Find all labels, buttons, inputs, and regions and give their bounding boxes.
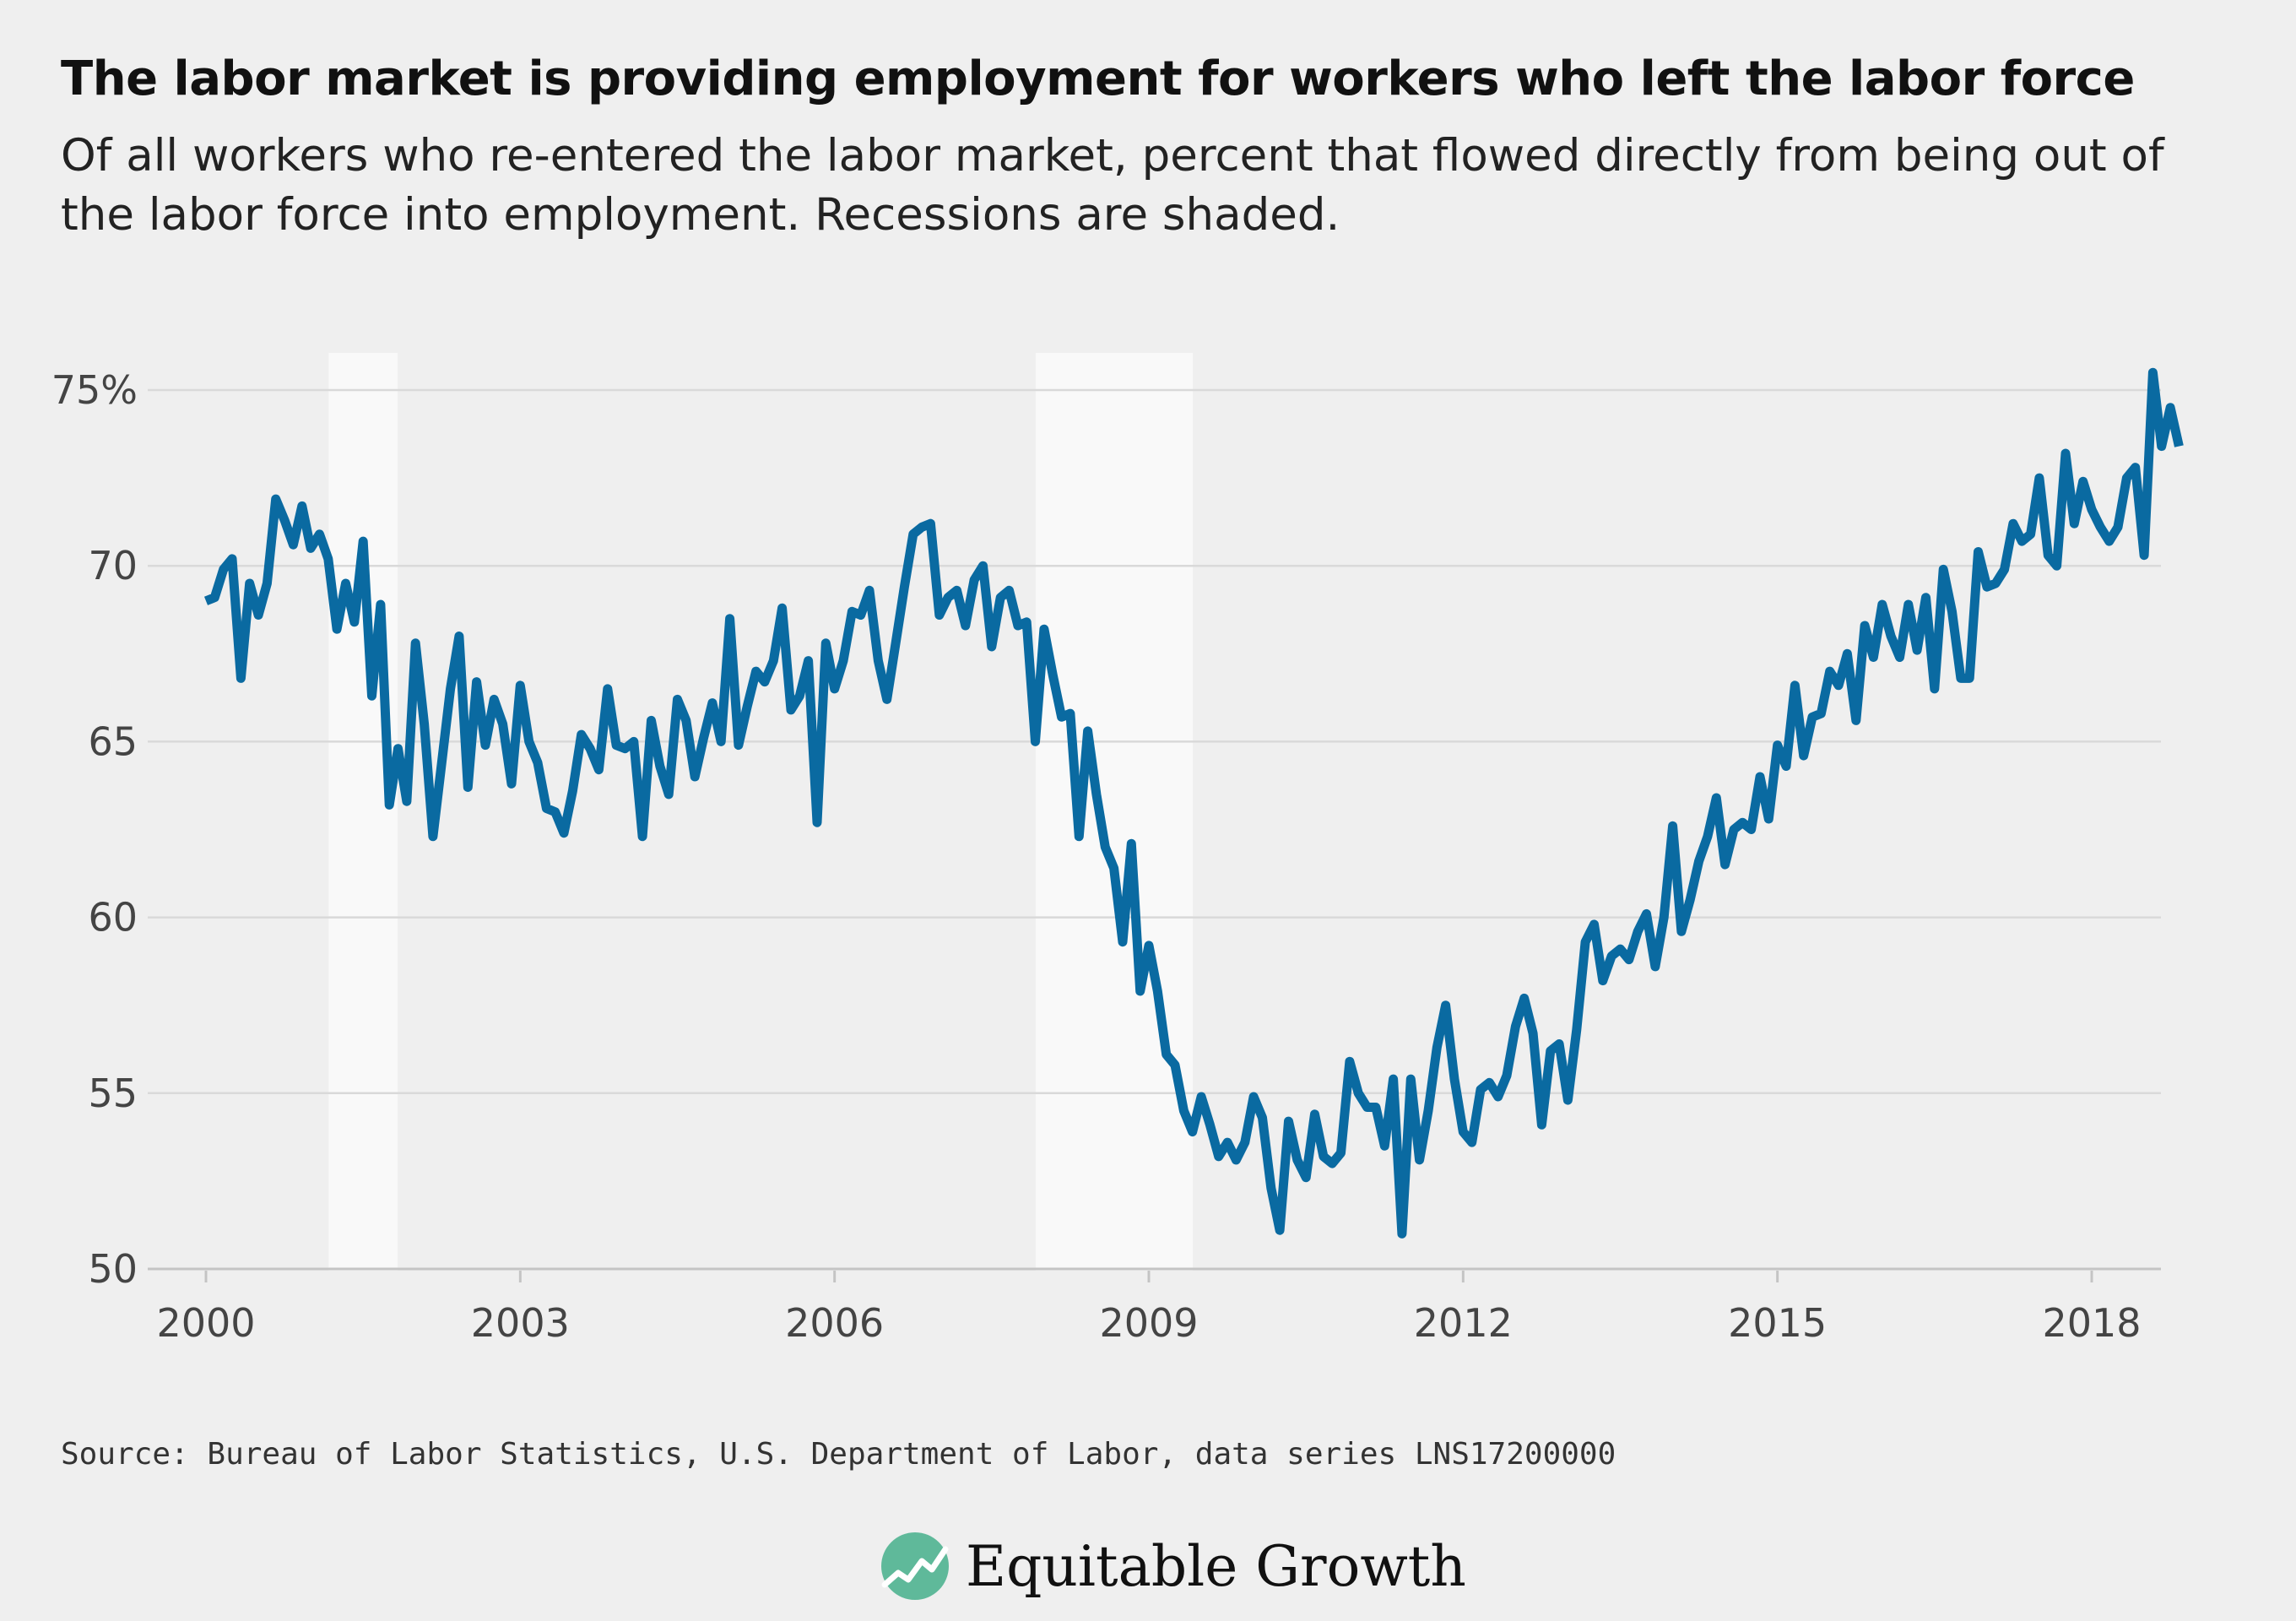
y-tick-label-55: 55 xyxy=(88,1071,138,1116)
x-tick-label-2012: 2012 xyxy=(1414,1300,1513,1346)
growth-chart-logo-icon xyxy=(881,1532,949,1600)
y-tick-label-75: 75% xyxy=(51,367,138,413)
y-axis-labels: 50 55 60 65 70 75% xyxy=(51,367,138,1292)
source-note: Source: Bureau of Labor Statistics, U.S.… xyxy=(61,1437,1616,1472)
series-layer xyxy=(203,367,2184,1239)
x-axis: 2000 2003 2006 2009 2012 2015 2018 xyxy=(156,1271,2142,1346)
y-tick-label-65: 65 xyxy=(88,718,138,764)
series-line xyxy=(203,367,2184,1239)
chart-title: The labor market is providing employment… xyxy=(61,52,2135,106)
recession-band-2 xyxy=(1035,353,1194,1271)
recession-band-1 xyxy=(328,353,398,1271)
x-tick-label-2003: 2003 xyxy=(471,1300,570,1346)
x-tick-label-2009: 2009 xyxy=(1099,1300,1198,1346)
recession-shading xyxy=(328,353,1194,1271)
brand-name: Equitable Growth xyxy=(966,1533,1466,1599)
brand-logo: Equitable Growth xyxy=(876,1520,1466,1613)
gridlines xyxy=(148,388,2161,1271)
x-tick-label-2000: 2000 xyxy=(156,1300,255,1346)
x-tick-label-2015: 2015 xyxy=(1728,1300,1827,1346)
y-tick-label-50: 50 xyxy=(88,1246,138,1292)
chart-subtitle: Of all workers who re-entered the labor … xyxy=(61,130,2164,241)
x-tick-label-2018: 2018 xyxy=(2042,1300,2141,1346)
x-tick-label-2006: 2006 xyxy=(785,1300,884,1346)
y-tick-label-60: 60 xyxy=(88,895,138,941)
line-chart: 2000 2003 2006 2009 2012 2015 2018 50 55 60 65 70 7… xyxy=(51,353,2184,1346)
y-tick-label-70: 70 xyxy=(88,543,138,588)
